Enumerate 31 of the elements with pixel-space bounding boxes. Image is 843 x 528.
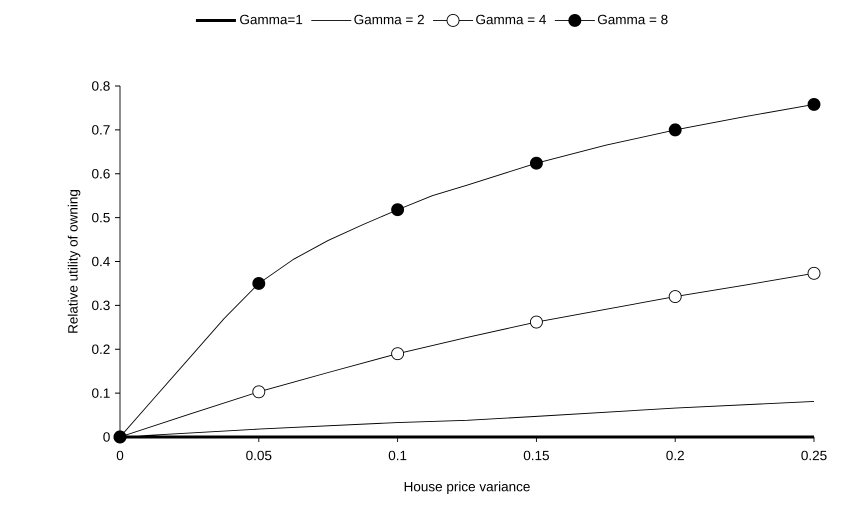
y-tick-label: 0.3 bbox=[92, 300, 110, 310]
y-tick-label: 0.5 bbox=[92, 212, 110, 222]
y-tick-label: 0.7 bbox=[92, 125, 110, 135]
y-tick-label: 0.6 bbox=[92, 168, 110, 179]
y-tick-label: 0.4 bbox=[92, 256, 110, 266]
legend-label: Gamma = 8 bbox=[598, 14, 668, 24]
point bbox=[668, 290, 682, 304]
point bbox=[530, 156, 543, 170]
legend-label: Gamma = 2 bbox=[354, 14, 424, 24]
x-tick-label: 0.05 bbox=[246, 450, 272, 460]
x-tick-label: 0.25 bbox=[801, 450, 827, 460]
legend-label: Gamma=1 bbox=[240, 14, 302, 24]
point bbox=[252, 385, 266, 398]
x-tick-label: 0.2 bbox=[666, 450, 684, 460]
y-tick-label: 0.8 bbox=[92, 81, 110, 91]
y-tick-label: 0.1 bbox=[92, 388, 110, 398]
legend-label: Gamma = 4 bbox=[476, 14, 546, 24]
point bbox=[391, 203, 404, 216]
point bbox=[808, 98, 820, 111]
point bbox=[668, 123, 682, 136]
y-tick-label: 0.2 bbox=[92, 344, 110, 354]
x-tick-label: 0 bbox=[116, 450, 124, 460]
x-axis-title: House price variance bbox=[404, 481, 530, 494]
point bbox=[808, 266, 820, 280]
point bbox=[252, 276, 266, 290]
point bbox=[391, 347, 404, 360]
y-axis-title: Relative utility of owning bbox=[68, 190, 80, 333]
point bbox=[530, 316, 543, 328]
x-tick-label: 0.1 bbox=[388, 450, 406, 460]
y-tick-label: 0 bbox=[103, 432, 110, 442]
x-tick-label: 0.15 bbox=[524, 450, 549, 460]
